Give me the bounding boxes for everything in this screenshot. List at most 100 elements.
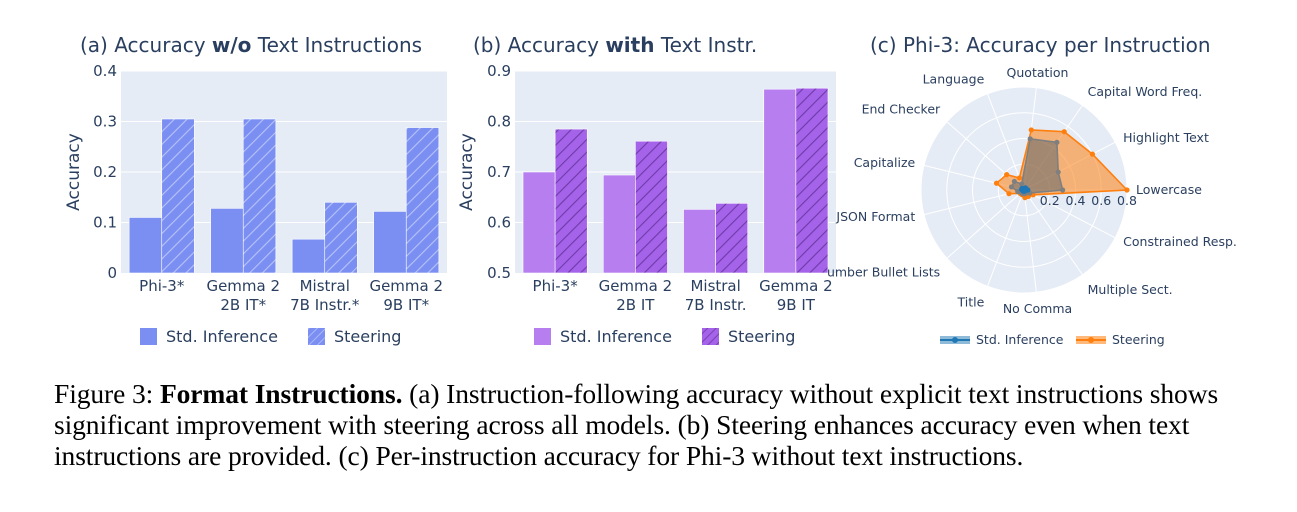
x-tick-label: 9B IT*: [383, 296, 429, 314]
chart-c-title: (c) Phi-3: Accuracy per Instruction: [870, 33, 1211, 57]
y-tick-label: 0.1: [93, 214, 117, 232]
legend-label-std-inference: Std. Inference: [166, 327, 278, 346]
bar-std-inference: [602, 174, 636, 274]
bar-steering: [554, 128, 588, 274]
legend-swatch-steering: [308, 328, 325, 345]
legend-swatch-std-inference: [534, 328, 551, 345]
legend-marker-steering: [1088, 337, 1094, 343]
radar-point: [1055, 169, 1061, 175]
radar-point: [1022, 187, 1028, 194]
radar-category-label: End Checker: [862, 102, 941, 117]
bar-steering: [161, 118, 195, 274]
radar-category-label: Language: [923, 71, 985, 86]
y-tick-label: 0.7: [487, 163, 511, 181]
radar-spoke: [1023, 189, 1083, 276]
y-tick-label: 0.3: [93, 113, 117, 131]
chart-a-title: (a) Accuracy w/o Text Instructions: [80, 33, 422, 57]
bar-std-inference: [128, 217, 163, 274]
radar-category-label: Capitalize: [854, 155, 916, 170]
radar-point: [1060, 187, 1066, 193]
caption-bold: Format Instructions.: [159, 378, 403, 409]
chart-phi3-radar: (c) Phi-3: Accuracy per Instruction Lowe…: [827, 33, 1237, 347]
radar-spoke: [946, 189, 1025, 259]
x-tick-label: Gemma 2: [599, 277, 673, 295]
y-tick-label: 0.5: [487, 264, 511, 282]
bar-std-inference: [522, 171, 556, 274]
chart-accuracy-without-text: (a) Accuracy w/o Text Instructions Accur…: [64, 33, 447, 346]
radar-category-label: No Comma: [1003, 301, 1072, 316]
x-tick-label: 2B IT*: [220, 296, 266, 314]
bar-std-inference: [373, 211, 407, 274]
legend-label-std-inference: Std. Inference: [560, 327, 672, 346]
y-tick-label: 0: [107, 264, 117, 282]
radar-point: [1016, 175, 1023, 181]
bar-steering: [324, 202, 358, 274]
radar-tick-label: 0.4: [1066, 193, 1086, 208]
chart-b-title: (b) Accuracy with Text Instr.: [473, 33, 757, 57]
bar-steering: [405, 127, 440, 274]
radar-point: [1028, 127, 1034, 133]
caption-label: Figure 3:: [54, 378, 160, 409]
radar-category-label: JSON Format: [835, 209, 915, 224]
radar-point: [1006, 191, 1012, 197]
bar-std-inference: [763, 88, 797, 274]
radar-spoke: [1023, 189, 1037, 293]
figure-caption: Figure 3: Format Instructions. (a) Instr…: [54, 378, 1254, 471]
legend-label-steering: Steering: [334, 327, 401, 346]
bar-steering: [715, 203, 749, 274]
radar-category-label: Capital Word Freq.: [1088, 84, 1203, 99]
x-tick-label: 7B Instr.*: [290, 296, 360, 314]
figure-canvas: (a) Accuracy w/o Text Instructions Accur…: [64, 33, 1237, 347]
radar-spoke: [987, 93, 1025, 191]
x-tick-label: Phi-3*: [533, 277, 579, 295]
bar-steering: [635, 140, 668, 274]
y-tick-label: 0.2: [93, 163, 117, 181]
radar-category-label: Multiple Sect.: [1088, 282, 1173, 297]
bar-steering: [242, 118, 277, 274]
radar-category-label: Constrained Resp.: [1123, 234, 1237, 249]
x-tick-label: 2B IT: [616, 296, 655, 314]
y-tick-label: 0.9: [487, 62, 511, 80]
radar-point: [1008, 184, 1015, 190]
radar-point: [1027, 136, 1033, 142]
y-tick-label: 0.6: [487, 214, 511, 232]
bar-std-inference: [210, 208, 244, 274]
radar-point: [1019, 181, 1025, 187]
chart-b-ylabel: Accuracy: [457, 133, 477, 211]
legend-label-steering: Steering: [1112, 332, 1165, 347]
radar-category-label: umber Bullet Lists: [827, 264, 940, 279]
chart-accuracy-with-text: (b) Accuracy with Text Instr. Accuracy 0…: [457, 33, 836, 346]
x-tick-label: Gemma 2: [369, 277, 443, 295]
radar-point: [1089, 151, 1096, 157]
radar-point: [1124, 187, 1130, 193]
legend-label-steering: Steering: [728, 327, 795, 346]
bar-std-inference: [683, 209, 716, 274]
radar-category-label: Highlight Text: [1123, 130, 1209, 145]
x-tick-label: Gemma 2: [206, 277, 280, 295]
legend-marker-std-inference: [952, 337, 958, 343]
x-tick-label: Mistral: [300, 277, 350, 295]
radar-point: [1061, 129, 1067, 135]
x-tick-label: Mistral: [690, 277, 740, 295]
chart-a-ylabel: Accuracy: [64, 133, 84, 211]
radar-category-label: Lowercase: [1136, 182, 1202, 197]
radar-tick-label: 0.6: [1091, 193, 1111, 208]
legend-swatch-std-inference: [140, 328, 157, 345]
radar-point: [1011, 178, 1017, 185]
radar-spoke: [987, 189, 1025, 287]
caption-text: (a) Instruction-following accuracy witho…: [54, 378, 1219, 471]
radar-category-label: Quotation: [1007, 65, 1069, 80]
x-tick-label: Gemma 2: [759, 277, 833, 295]
radar-spoke: [1023, 189, 1116, 239]
x-tick-label: Phi-3*: [139, 277, 185, 295]
bar-std-inference: [291, 238, 326, 274]
x-tick-label: 9B IT: [777, 296, 816, 314]
radar-point: [1004, 172, 1010, 178]
bar-steering: [795, 87, 829, 274]
y-tick-label: 0.8: [487, 113, 511, 131]
radar-point: [993, 180, 1000, 186]
radar-tick-label: 0.2: [1040, 193, 1060, 208]
radar-category-label: Title: [956, 295, 984, 310]
legend-swatch-steering: [702, 328, 719, 345]
y-tick-label: 0.4: [93, 62, 117, 80]
